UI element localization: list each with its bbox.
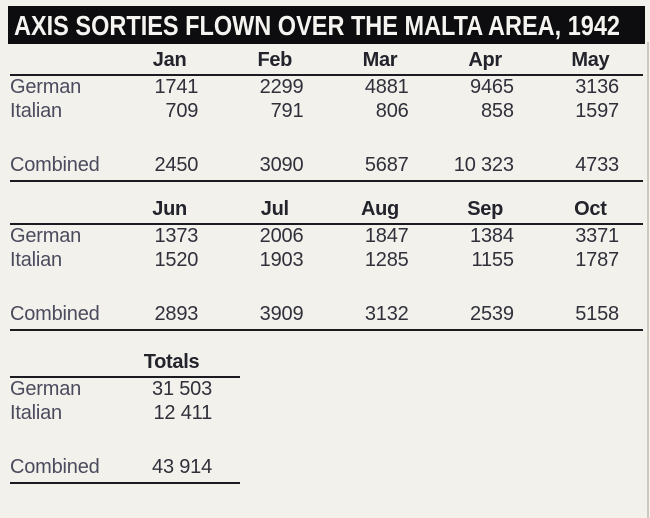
month-header-row: Jun Jul Aug Sep Oct <box>10 199 643 225</box>
value-german-mar: 4881 <box>364 76 409 98</box>
column-header-aug: Aug <box>360 198 399 220</box>
row-label-german: German <box>10 225 82 247</box>
value-italian-jun: 1520 <box>154 249 199 271</box>
value-combined-sep: 2539 <box>470 303 514 325</box>
value-italian-sep: 1155 <box>471 249 514 271</box>
column-header-apr: Apr <box>468 49 502 71</box>
row-gap <box>10 273 643 303</box>
column-header-sep: Sep <box>467 198 504 220</box>
value-combined-aug: 3132 <box>364 303 409 325</box>
column-header-may: May <box>571 49 610 71</box>
value-german-sep: 1384 <box>470 225 514 247</box>
value-german-jun: 1373 <box>154 225 199 247</box>
row-gap <box>10 426 240 456</box>
value-german-jan: 1741 <box>154 76 199 98</box>
page-edge-shadow <box>647 42 649 518</box>
column-header-mar: Mar <box>362 49 398 71</box>
row-label-italian: Italian <box>10 249 62 271</box>
value-combined-apr: 10 323 <box>453 154 514 176</box>
value-german-oct: 3371 <box>575 225 619 247</box>
table-section-totals: Totals German 31 503 Italian 12 411 Comb… <box>10 352 240 484</box>
row-label-italian: Italian <box>10 100 62 122</box>
table-row-italian: Italian 709 791 806 858 1597 <box>10 100 643 124</box>
value-italian-jul: 1903 <box>259 249 304 271</box>
row-label-german: German <box>10 378 82 400</box>
column-header-feb: Feb <box>257 49 293 71</box>
column-header-totals: Totals <box>143 351 200 373</box>
row-gap <box>10 124 643 154</box>
table-row-german: German 1373 2006 1847 1384 3371 <box>10 225 643 249</box>
header-spacer-cell <box>10 373 117 376</box>
value-combined-jun: 2893 <box>154 303 199 325</box>
value-combined-oct: 5158 <box>575 303 619 325</box>
value-combined-may: 4733 <box>575 154 619 176</box>
table-row-italian: Italian 12 411 <box>10 402 240 426</box>
table-row-combined: Combined 2450 3090 5687 10 323 4733 <box>10 154 643 182</box>
value-german-apr: 9465 <box>470 76 514 98</box>
column-header-jun: Jun <box>152 198 187 220</box>
value-italian-jan: 709 <box>165 100 199 122</box>
header-spacer-cell <box>10 71 117 74</box>
value-italian-may: 1597 <box>575 100 619 122</box>
title-bar: AXIS SORTIES FLOWN OVER THE MALTA AREA, … <box>8 6 645 44</box>
header-spacer-cell <box>10 220 117 223</box>
row-label-italian: Italian <box>10 402 62 424</box>
row-label-german: German <box>10 76 82 98</box>
value-italian-oct: 1787 <box>575 249 619 271</box>
value-italian-apr: 858 <box>480 100 514 122</box>
table-section-jan-may: Jan Feb Mar Apr May German 1741 2299 488… <box>10 50 643 182</box>
value-german-feb: 2299 <box>259 76 304 98</box>
title-banner-svg: AXIS SORTIES FLOWN OVER THE MALTA AREA, … <box>14 10 620 41</box>
value-italian-mar: 806 <box>375 100 409 122</box>
table-row-combined: Combined 43 914 <box>10 456 240 484</box>
value-german-may: 3136 <box>575 76 619 98</box>
row-label-combined: Combined <box>10 456 100 478</box>
value-combined-total: 43 914 <box>152 456 212 478</box>
table-row-german: German 31 503 <box>10 378 240 402</box>
value-combined-mar: 5687 <box>364 154 409 176</box>
value-german-total: 31 503 <box>152 378 212 400</box>
row-label-combined: Combined <box>10 154 100 176</box>
page-title: AXIS SORTIES FLOWN OVER THE MALTA AREA, … <box>14 10 620 41</box>
month-header-row: Jan Feb Mar Apr May <box>10 50 643 76</box>
table-section-jun-oct: Jun Jul Aug Sep Oct German 1373 2006 184… <box>10 199 643 331</box>
value-italian-aug: 1285 <box>364 249 409 271</box>
table-row-german: German 1741 2299 4881 9465 3136 <box>10 76 643 100</box>
value-combined-jan: 2450 <box>154 154 199 176</box>
value-italian-feb: 791 <box>270 100 304 122</box>
value-combined-feb: 3090 <box>259 154 304 176</box>
column-header-jan: Jan <box>152 49 187 71</box>
row-label-combined: Combined <box>10 303 100 325</box>
column-header-oct: Oct <box>574 198 607 220</box>
totals-header-row: Totals <box>10 352 240 378</box>
table-row-combined: Combined 2893 3909 3132 2539 5158 <box>10 303 643 331</box>
value-german-jul: 2006 <box>259 225 304 247</box>
value-german-aug: 1847 <box>364 225 409 247</box>
value-combined-jul: 3909 <box>259 303 304 325</box>
column-header-jul: Jul <box>260 198 289 220</box>
value-italian-total: 12 411 <box>153 402 213 424</box>
table-row-italian: Italian 1520 1903 1285 1155 1787 <box>10 249 643 273</box>
